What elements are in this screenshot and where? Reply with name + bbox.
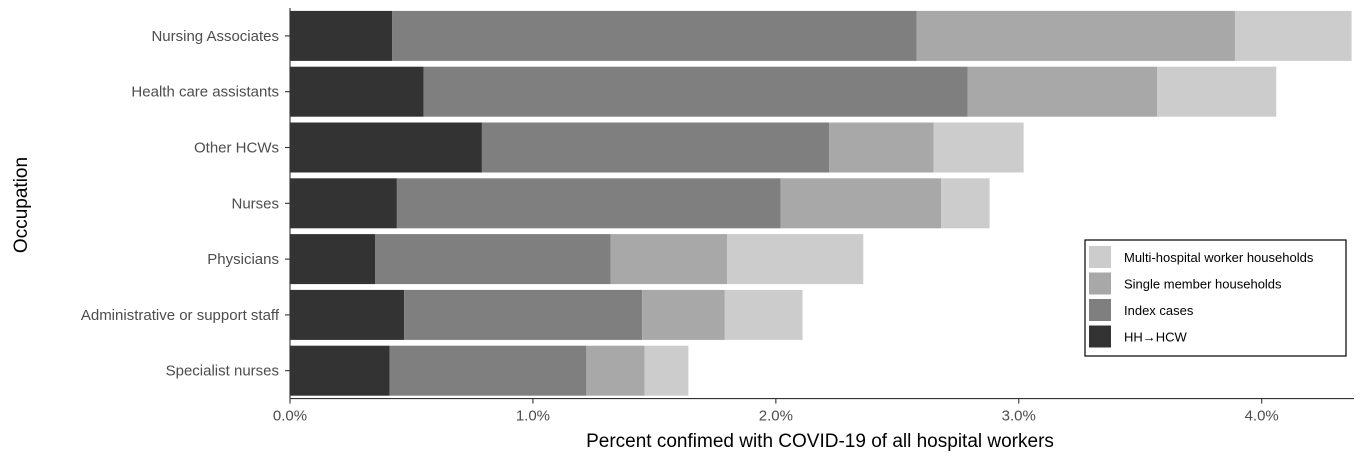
y-tick-label: Nurses [231, 195, 279, 212]
x-tick-label: 3.0% [1002, 408, 1036, 425]
bar-health-care-assistants-1 [290, 66, 424, 117]
bar-physicians-3 [610, 234, 728, 285]
bar-health-care-assistants-3 [967, 66, 1158, 117]
bar-specialist-nurses-4 [644, 345, 689, 396]
bar-nursing-associates-3 [916, 10, 1235, 61]
legend-label-index-cases: Index cases [1124, 303, 1194, 318]
legend-label-single-member-households: Single member households [1124, 277, 1282, 292]
legend-box [1084, 239, 1347, 357]
legend-label-multi-hospital-worker-households: Multi-hospital worker households [1124, 250, 1314, 265]
legend-swatch-hh-hcw [1089, 325, 1111, 348]
bar-specialist-nurses-2 [389, 345, 587, 396]
y-axis-title: Occupation [11, 157, 32, 253]
bar-physicians-1 [290, 234, 376, 285]
bar-nurses-4 [941, 178, 990, 229]
bar-health-care-assistants-2 [423, 66, 968, 117]
bar-health-care-assistants-4 [1157, 66, 1277, 117]
bar-specialist-nurses-3 [586, 345, 645, 396]
bar-administrative-or-support-staff-1 [290, 289, 405, 340]
y-axis: Nursing Associates Health care assistants… [81, 8, 291, 399]
bar-nurses-3 [780, 178, 942, 229]
x-axis: 0.0% 1.0% 2.0% 3.0% 4.0% [273, 398, 1354, 425]
y-tick-label: Specialist nurses [166, 363, 279, 380]
legend-label-hh-hcw: HH→HCW [1124, 330, 1188, 345]
bar-nurses-2 [396, 178, 781, 229]
y-tick-label: Administrative or support staff [81, 307, 280, 324]
x-tick-label: 1.0% [516, 408, 550, 425]
bar-specialist-nurses-1 [290, 345, 390, 396]
bar-physicians-4 [727, 234, 864, 285]
legend: Multi-hospital worker households Single m… [1084, 239, 1347, 357]
x-tick-label: 0.0% [273, 408, 307, 425]
x-axis-title: Percent confimed with COVID-19 of all ho… [586, 431, 1054, 452]
bar-administrative-or-support-staff-3 [642, 289, 725, 340]
bar-nursing-associates-4 [1234, 10, 1352, 61]
bar-other-hcws-3 [829, 122, 934, 173]
y-tick-label: Nursing Associates [151, 28, 279, 45]
bars [290, 10, 1352, 396]
y-tick-label: Health care assistants [131, 84, 279, 101]
x-tick-label: 4.0% [1245, 408, 1279, 425]
bar-other-hcws-2 [481, 122, 830, 173]
y-tick-label: Physicians [207, 251, 279, 268]
legend-swatch-single-member-households [1089, 272, 1111, 295]
x-tick-label: 2.0% [759, 408, 793, 425]
bar-other-hcws-1 [290, 122, 482, 173]
bar-administrative-or-support-staff-2 [404, 289, 643, 340]
bar-nursing-associates-1 [290, 10, 393, 61]
legend-swatch-index-cases [1089, 299, 1111, 321]
bar-physicians-2 [375, 234, 611, 285]
bar-other-hcws-4 [933, 122, 1024, 173]
legend-swatch-multi-hospital-worker-households [1089, 246, 1111, 268]
legend-items: Multi-hospital worker households Single m… [1089, 246, 1314, 348]
y-tick-label: Other HCWs [194, 140, 279, 157]
bar-nurses-1 [290, 178, 397, 229]
bar-nursing-associates-2 [392, 10, 917, 61]
bar-administrative-or-support-staff-4 [724, 289, 803, 340]
